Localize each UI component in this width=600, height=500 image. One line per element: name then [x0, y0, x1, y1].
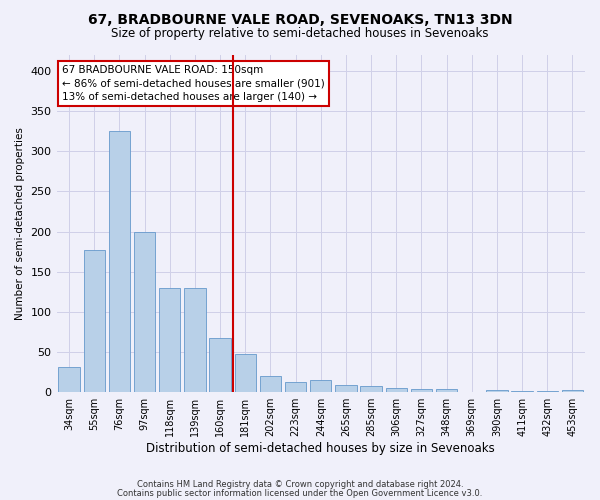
- Bar: [83, 250, 105, 392]
- Bar: [184, 288, 206, 392]
- Bar: [235, 354, 256, 392]
- Bar: [209, 338, 231, 392]
- Bar: [260, 376, 281, 392]
- Text: Contains HM Land Registry data © Crown copyright and database right 2024.: Contains HM Land Registry data © Crown c…: [137, 480, 463, 489]
- Y-axis label: Number of semi-detached properties: Number of semi-detached properties: [15, 127, 25, 320]
- Bar: [361, 386, 382, 392]
- Bar: [109, 132, 130, 392]
- Bar: [58, 366, 80, 392]
- Bar: [335, 385, 356, 392]
- Bar: [386, 388, 407, 392]
- Text: Size of property relative to semi-detached houses in Sevenoaks: Size of property relative to semi-detach…: [111, 28, 489, 40]
- Bar: [411, 389, 432, 392]
- Bar: [285, 382, 307, 392]
- Bar: [310, 380, 331, 392]
- Text: 67 BRADBOURNE VALE ROAD: 150sqm
← 86% of semi-detached houses are smaller (901)
: 67 BRADBOURNE VALE ROAD: 150sqm ← 86% of…: [62, 65, 325, 102]
- Bar: [134, 232, 155, 392]
- Bar: [436, 389, 457, 392]
- Bar: [159, 288, 181, 392]
- Bar: [486, 390, 508, 392]
- Text: Contains public sector information licensed under the Open Government Licence v3: Contains public sector information licen…: [118, 489, 482, 498]
- Text: 67, BRADBOURNE VALE ROAD, SEVENOAKS, TN13 3DN: 67, BRADBOURNE VALE ROAD, SEVENOAKS, TN1…: [88, 12, 512, 26]
- X-axis label: Distribution of semi-detached houses by size in Sevenoaks: Distribution of semi-detached houses by …: [146, 442, 495, 455]
- Bar: [562, 390, 583, 392]
